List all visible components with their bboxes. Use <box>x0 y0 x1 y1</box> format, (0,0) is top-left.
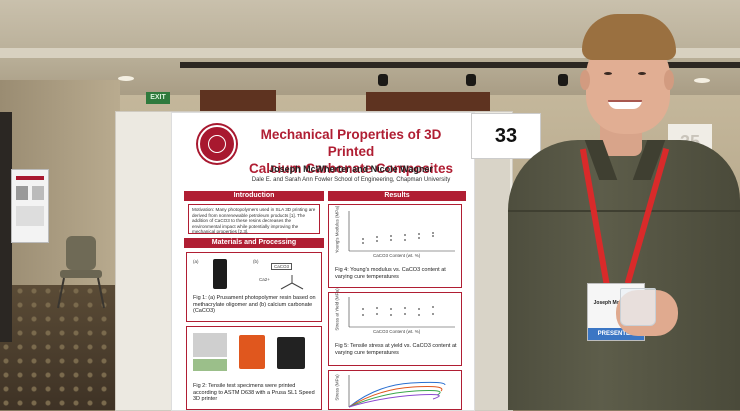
figure-5-caption: Fig 5: Tensile stress at yield vs. CaCO3… <box>335 343 457 356</box>
chart2-ylabel: Stress at Yield (MPa) <box>334 288 340 331</box>
chart1-xlabel: CaCO3 Content (wt. %) <box>373 253 421 258</box>
section-results-header: Results <box>328 191 466 201</box>
section-materials-header: Materials and Processing <box>184 238 324 248</box>
spotlight-icon <box>558 74 568 86</box>
university-seal <box>198 125 236 163</box>
panel-a-label: (a) <box>193 259 199 264</box>
panel-b-label: (b) <box>253 259 259 264</box>
presenter-shirt <box>508 140 740 410</box>
presenter-eye <box>638 72 646 75</box>
poster-title: Mechanical Properties of 3D Printed Calc… <box>236 126 466 177</box>
printer-photo <box>277 337 305 369</box>
spotlight-icon <box>466 74 476 86</box>
shirt-seam <box>508 210 740 212</box>
chair <box>57 236 105 309</box>
poster-title-line1: Mechanical Properties of 3D Printed <box>260 127 442 159</box>
poster-affiliation: Dale E. and Sarah Ann Fowler School of E… <box>251 177 451 183</box>
stress-strain-chart <box>348 375 446 408</box>
figure-2-box: Fig 2: Tensile test specimens were print… <box>186 326 322 410</box>
resin-bottle <box>213 259 227 289</box>
figure-5-box: Stress at Yield (MPa) CaCO3 Content (wt.… <box>328 288 462 366</box>
presenter-eye <box>604 72 612 75</box>
ceiling-soffit <box>0 48 740 58</box>
exit-sign: EXIT <box>146 92 170 104</box>
yield-stress-chart <box>348 297 455 328</box>
poster-board-side <box>470 130 510 410</box>
wood-panel <box>200 90 276 114</box>
plastic-cup <box>620 288 656 326</box>
spotlight-icon <box>378 74 388 86</box>
presenter-smile <box>608 100 642 109</box>
chart2-xlabel: CaCO3 Content (wt. %) <box>373 329 421 334</box>
poster-authors: Joseph McWherter and Nicole Wagner <box>269 164 433 174</box>
figure-1-caption: Fig 1: (a) Prusament photopolymer resin … <box>193 295 316 314</box>
booth-number-card: 33 <box>472 114 540 158</box>
presenter-ear <box>664 70 674 90</box>
specimen-photo <box>193 333 227 357</box>
section-introduction-header: Introduction <box>184 191 324 201</box>
presenter-hair <box>582 14 676 60</box>
specimen-photo <box>193 359 227 371</box>
introduction-text: Motivation: Many photopolymers used in S… <box>188 204 320 234</box>
background-poster <box>12 170 48 242</box>
chart1-ylabel: Young's Modulus (MPa) <box>334 205 340 254</box>
figure-6-box: Stress (MPa) <box>328 370 462 410</box>
figure-4-box: Young's Modulus (MPa) CaCO3 Content (wt.… <box>328 204 462 288</box>
badge-name: Joseph McWherter <box>593 300 639 306</box>
neighbor-board <box>0 112 12 342</box>
wood-panel <box>366 92 490 114</box>
figure-1-box: (a) (b) CaCO3 Ca2+ Fig 1: (a) Prusament … <box>186 252 322 322</box>
presenter-ear <box>580 70 590 90</box>
ceiling-downlight <box>118 76 134 81</box>
ceiling-light-track <box>180 62 740 68</box>
chart3-ylabel: Stress (MPa) <box>334 374 340 401</box>
figure-4-caption: Fig 4: Young's modulus vs. CaCO3 content… <box>335 267 446 280</box>
printer-photo <box>239 335 265 369</box>
figure-2-caption: Fig 2: Tensile test specimens were print… <box>193 383 315 402</box>
poster-title-line2: Calcium Carbonate Composites <box>248 161 454 176</box>
ion-label: Ca2+ <box>259 277 270 282</box>
modulus-chart <box>348 211 455 252</box>
chem-label: CaCO3 <box>271 263 293 270</box>
carbonate-structure <box>280 275 304 290</box>
ceiling-downlight <box>694 78 710 83</box>
